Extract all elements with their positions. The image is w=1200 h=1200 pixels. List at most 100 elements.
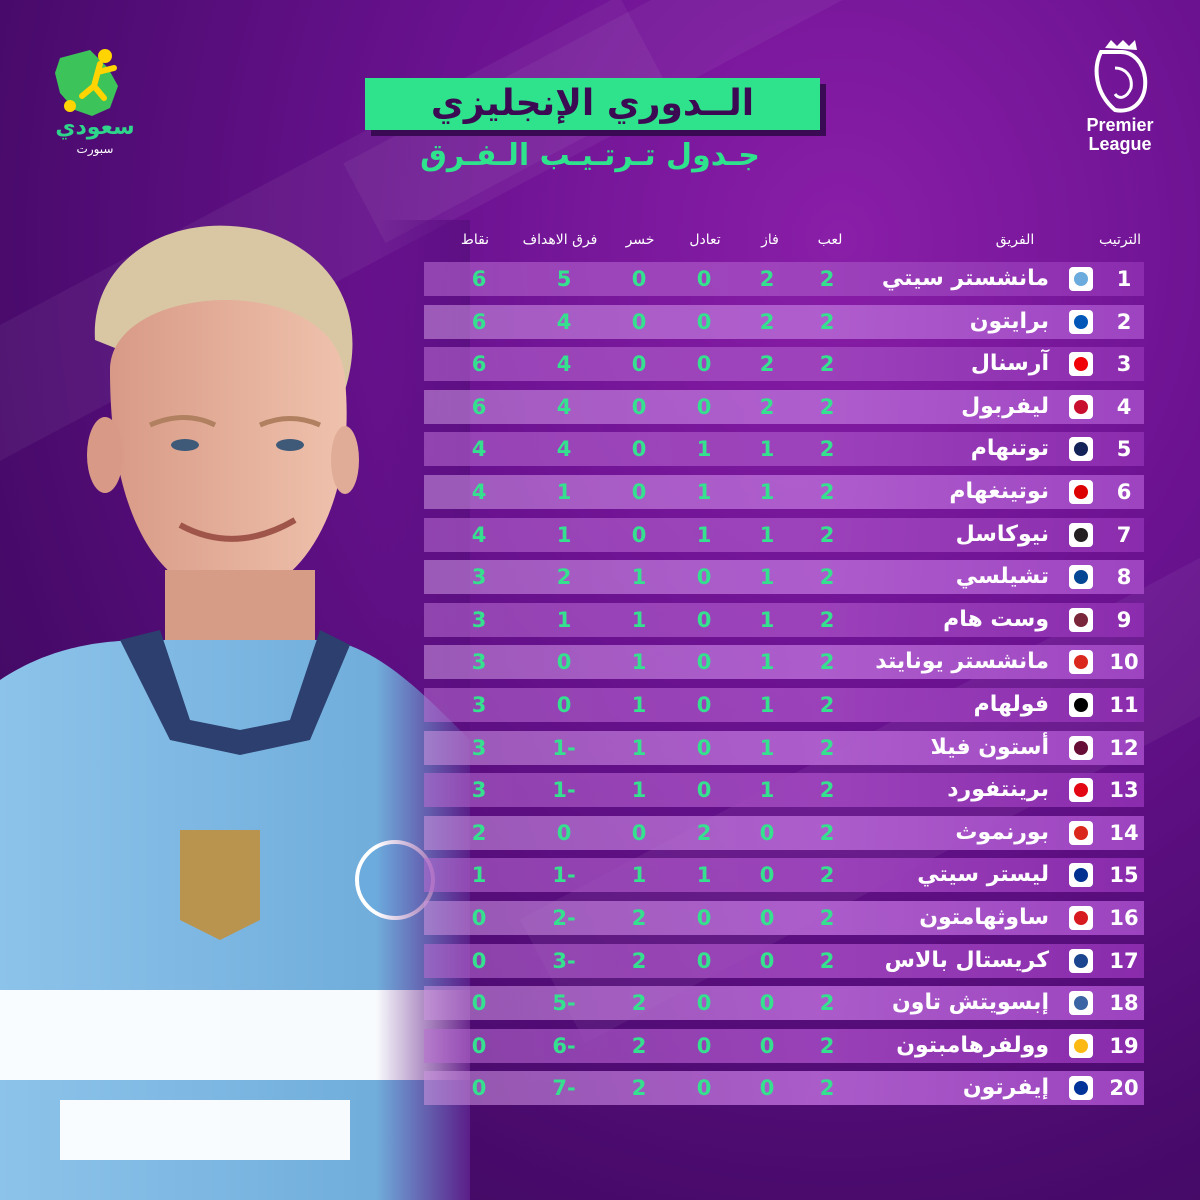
lost-cell: 0 bbox=[631, 480, 647, 504]
row-background bbox=[424, 815, 1144, 850]
team-name: برينتفورد bbox=[947, 777, 1049, 803]
crest-color bbox=[1074, 740, 1088, 755]
rank-cell: 12 bbox=[1109, 735, 1139, 760]
goal-difference-cell: 1 bbox=[556, 480, 572, 504]
table-row: 3 1 1 0 1 2 وست هام 9 bbox=[424, 602, 1144, 637]
drawn-cell: 2 bbox=[696, 820, 712, 845]
played-cell: 2 bbox=[819, 1033, 835, 1058]
goal-difference-cell: 7- bbox=[552, 1076, 576, 1101]
crest-color bbox=[1074, 570, 1088, 585]
points-cell: 0 bbox=[471, 991, 487, 1016]
drawn-cell: 0 bbox=[696, 650, 712, 675]
played-cell: 2 bbox=[819, 906, 835, 930]
row-background bbox=[424, 475, 1144, 509]
team-name: وولفرهامبتون bbox=[896, 1032, 1049, 1058]
table-row: 4 4 0 1 1 2 توتنهام 5 bbox=[424, 432, 1144, 467]
rank-cell: 8 bbox=[1116, 565, 1132, 590]
won-cell: 0 bbox=[759, 948, 775, 973]
crest-color bbox=[1074, 272, 1088, 286]
points-cell: 0 bbox=[471, 1033, 487, 1058]
won-cell: 2 bbox=[759, 267, 775, 291]
table-row: 6 4 0 0 2 2 برايتون 2 bbox=[424, 304, 1144, 339]
drawn-cell: 0 bbox=[696, 778, 712, 803]
rank-cell: 18 bbox=[1109, 991, 1139, 1016]
header-played: لعب bbox=[817, 232, 843, 248]
drawn-cell: 0 bbox=[696, 565, 712, 590]
title-banner bbox=[365, 78, 820, 130]
team-crest-icon bbox=[1069, 309, 1093, 334]
team-name: آرسنال bbox=[970, 351, 1049, 377]
team-name: نوتينغهام bbox=[949, 479, 1049, 504]
row-background bbox=[424, 347, 1144, 382]
won-cell: 1 bbox=[759, 565, 775, 590]
goal-difference-cell: 2- bbox=[552, 906, 576, 930]
crest-color bbox=[1074, 1038, 1088, 1053]
team-name: ليفربول bbox=[961, 393, 1049, 419]
table-row: 4 1 0 1 1 2 نيوكاسل 7 bbox=[424, 517, 1144, 552]
table-row: 1 1- 1 1 0 2 ليستر سيتي 15 bbox=[424, 858, 1144, 893]
played-cell: 2 bbox=[819, 309, 835, 334]
points-cell: 3 bbox=[471, 565, 487, 590]
rank-cell: 13 bbox=[1109, 778, 1139, 803]
played-cell: 2 bbox=[819, 650, 835, 675]
points-cell: 6 bbox=[471, 309, 487, 334]
won-cell: 2 bbox=[759, 352, 775, 377]
row-background bbox=[424, 1071, 1144, 1106]
team-crest-icon bbox=[1069, 863, 1093, 888]
row-background bbox=[424, 262, 1144, 296]
points-cell: 4 bbox=[471, 522, 487, 547]
table-row: 6 5 0 0 2 2 مانشستر سيتي 1 bbox=[424, 262, 1144, 296]
row-background bbox=[424, 602, 1144, 637]
team-crest-icon bbox=[1069, 522, 1093, 547]
row-background bbox=[424, 304, 1144, 339]
won-cell: 1 bbox=[759, 522, 775, 547]
won-cell: 1 bbox=[759, 735, 775, 760]
crest-color bbox=[1074, 612, 1088, 627]
rank-cell: 3 bbox=[1116, 352, 1132, 377]
won-cell: 1 bbox=[759, 480, 775, 504]
goal-difference-cell: 0 bbox=[556, 820, 572, 845]
team-crest-icon bbox=[1069, 394, 1093, 419]
drawn-cell: 1 bbox=[696, 480, 712, 504]
row-background bbox=[424, 773, 1144, 808]
played-cell: 2 bbox=[819, 948, 835, 973]
won-cell: 2 bbox=[759, 309, 775, 334]
lost-cell: 0 bbox=[631, 309, 647, 334]
team-name: ساوثهامتون bbox=[919, 905, 1049, 930]
team-crest-icon bbox=[1069, 480, 1093, 504]
team-crest-icon bbox=[1069, 1033, 1093, 1058]
lost-cell: 0 bbox=[631, 437, 647, 462]
table-row: 4 1 0 1 1 2 نوتينغهام 6 bbox=[424, 475, 1144, 509]
rank-cell: 10 bbox=[1109, 650, 1139, 675]
drawn-cell: 0 bbox=[696, 352, 712, 377]
played-cell: 2 bbox=[819, 394, 835, 419]
rank-cell: 7 bbox=[1116, 522, 1132, 547]
premier-league-line1: Premier bbox=[1086, 115, 1154, 135]
drawn-cell: 0 bbox=[696, 735, 712, 760]
played-cell: 2 bbox=[819, 607, 835, 632]
header-drawn: تعادل bbox=[689, 232, 721, 248]
drawn-cell: 0 bbox=[696, 394, 712, 419]
rank-cell: 4 bbox=[1116, 394, 1132, 419]
drawn-cell: 0 bbox=[696, 906, 712, 930]
rank-cell: 15 bbox=[1109, 863, 1139, 888]
page-title: الــدوري الإنجليزي bbox=[430, 83, 755, 124]
row-background bbox=[424, 517, 1144, 552]
won-cell: 1 bbox=[759, 650, 775, 675]
crest-color bbox=[1074, 655, 1088, 670]
rank-cell: 19 bbox=[1109, 1033, 1139, 1058]
won-cell: 1 bbox=[759, 778, 775, 803]
drawn-cell: 1 bbox=[696, 437, 712, 462]
goal-difference-cell: 1- bbox=[552, 735, 576, 760]
crest-color bbox=[1074, 1081, 1088, 1096]
team-crest-icon bbox=[1069, 437, 1093, 462]
crest-color bbox=[1074, 868, 1088, 883]
player-photo bbox=[0, 220, 470, 1200]
goal-difference-cell: 3- bbox=[552, 948, 576, 973]
goal-difference-cell: 1- bbox=[552, 863, 576, 888]
row-background bbox=[424, 858, 1144, 893]
table-row: 3 0 1 0 1 2 مانشستر يونايتد 10 bbox=[424, 645, 1144, 680]
team-crest-icon bbox=[1069, 906, 1093, 930]
table-row: 3 1- 1 0 1 2 أستون فيلا 12 bbox=[424, 730, 1144, 765]
team-crest-icon bbox=[1069, 693, 1093, 717]
